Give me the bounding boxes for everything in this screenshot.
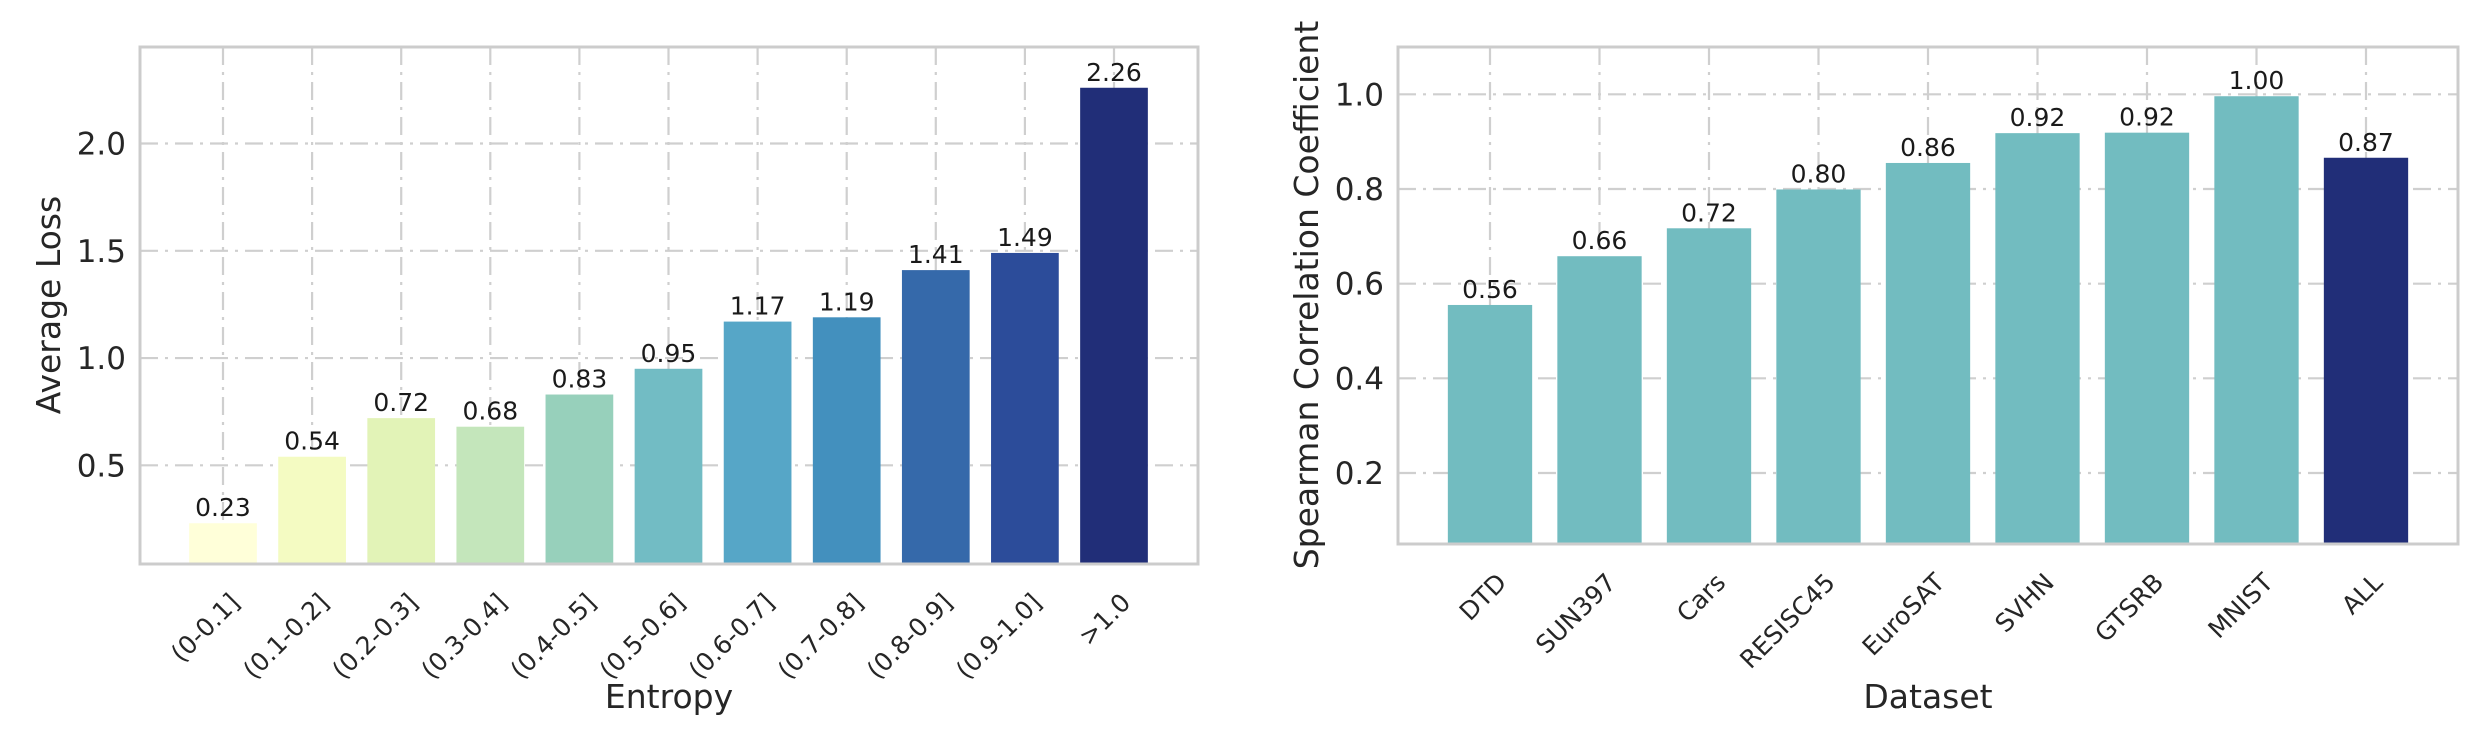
- right-x-tick-label: Cars: [1671, 568, 1731, 628]
- left-bar-value-label: 0.23: [195, 493, 251, 522]
- right-x-tick-label: SVHN: [1989, 568, 2059, 638]
- left-bar-value-label: 0.72: [373, 388, 429, 417]
- left-bar: [367, 418, 436, 564]
- left-y-tick-labels: 0.5 1.0 1.5 2.0: [77, 127, 126, 485]
- left-bar-value-label: 0.68: [462, 397, 518, 426]
- right-bar: [2214, 96, 2299, 544]
- left-x-tick-label: (0.9-1.0]: [950, 588, 1047, 685]
- right-y-tick-label: 0.8: [1335, 172, 1384, 208]
- left-bar: [456, 426, 525, 564]
- left-bar: [991, 252, 1059, 565]
- right-y-tick-label: 1.0: [1335, 77, 1384, 113]
- left-y-tick-label: 0.5: [77, 448, 126, 484]
- left-x-tick-label: (0.4-0.5]: [505, 588, 602, 685]
- right-y-tick-labels: 0.2 0.4 0.6 0.8 1.0: [1335, 77, 1384, 492]
- left-x-tick-label: (0.2-0.3]: [327, 588, 424, 685]
- left-x-tick-label: (0.3-0.4]: [416, 588, 513, 685]
- entropy-loss-chart: 0.23 0.54 0.72 0.68 0.83 0.95 1.17 1.19 1.41 1.49…: [29, 45, 1200, 716]
- right-bar: [1447, 304, 1533, 544]
- left-x-tick-label: (0.6-0.7]: [683, 588, 780, 685]
- right-plot-frame: [1396, 45, 2460, 546]
- left-y-tick-label: 2.0: [77, 127, 126, 163]
- left-y-axis-label: Average Loss: [29, 196, 68, 414]
- right-y-axis-label: Spearman Correlation Coefficient: [1287, 21, 1326, 570]
- left-bar-value-label: 2.26: [1086, 58, 1142, 87]
- left-bar-value-label: 1.17: [730, 292, 786, 321]
- right-bar-value-label: 0.92: [2010, 103, 2066, 132]
- right-bar: [1776, 189, 1861, 544]
- left-bar-value-label: 0.83: [552, 365, 608, 394]
- left-x-axis-label: Entropy: [605, 677, 733, 716]
- right-y-tick-label: 0.4: [1335, 361, 1384, 397]
- left-plot-frame: [138, 45, 1200, 566]
- right-bar-value-label: 0.86: [1900, 133, 1956, 162]
- left-y-tick-label: 1.5: [77, 234, 126, 270]
- left-x-tick-label: (0.8-0.9]: [861, 588, 958, 685]
- right-x-tick-label: GTSRB: [2089, 568, 2169, 648]
- right-x-tick-labels: DTD SUN397 Cars RESISC45 EuroSAT SVHN GTSRB MNI…: [1454, 567, 2389, 674]
- left-bar-value-label: 1.19: [819, 287, 875, 316]
- right-bar-value-label: 1.00: [2229, 66, 2285, 95]
- right-y-tick-label: 0.6: [1335, 267, 1384, 303]
- left-x-tick-labels: (0-0.1](0.1-0.2](0.2-0.3](0.3-0.4](0.4-0…: [165, 588, 1136, 685]
- right-x-tick-label: RESISC45: [1734, 568, 1840, 674]
- left-bar-value-label: 1.41: [908, 240, 964, 269]
- left-x-tick-label: (0.1-0.2]: [237, 588, 334, 685]
- left-x-tick-label: (0.7-0.8]: [772, 588, 869, 685]
- right-x-tick-label: DTD: [1454, 568, 1513, 627]
- right-bar-value-label: 0.66: [1572, 226, 1628, 255]
- right-bar: [1885, 162, 1971, 544]
- left-bar: [723, 321, 792, 564]
- left-value-labels: 0.23 0.54 0.72 0.68 0.83 0.95 1.17 1.19 1.41 1.49…: [195, 58, 1142, 522]
- right-bars: [1447, 96, 2409, 544]
- right-bar: [2323, 157, 2409, 544]
- right-bar-value-label: 0.92: [2119, 103, 2175, 132]
- right-bar-value-label: 0.87: [2338, 128, 2394, 157]
- right-bar-value-label: 0.56: [1462, 275, 1518, 304]
- left-bar: [901, 270, 970, 564]
- right-value-labels: 0.56 0.66 0.72 0.80 0.86 0.92 0.92 1.00 0.87: [1462, 66, 2394, 304]
- left-bar: [812, 317, 881, 564]
- right-x-axis-label: Dataset: [1863, 677, 1992, 716]
- right-y-tick-label: 0.2: [1335, 456, 1384, 492]
- left-y-tick-label: 1.0: [77, 341, 126, 377]
- right-bar: [1995, 133, 2080, 544]
- left-bar: [189, 523, 257, 564]
- right-bar: [2104, 132, 2190, 544]
- left-bar: [1080, 87, 1148, 564]
- left-bar-value-label: 0.95: [641, 339, 697, 368]
- left-x-tick-label: (0-0.1]: [165, 588, 245, 668]
- left-bar-value-label: 0.54: [284, 427, 340, 456]
- left-x-tick-label: >1.0: [1073, 588, 1136, 651]
- right-x-tick-label: ALL: [2336, 568, 2388, 620]
- spearman-correlation-chart: 0.56 0.66 0.72 0.80 0.86 0.92 0.92 1.00 0.87 0.2…: [1287, 21, 2460, 716]
- right-bar: [1557, 256, 1642, 544]
- left-bar: [278, 456, 346, 564]
- right-bar-value-label: 0.72: [1681, 198, 1737, 227]
- left-x-tick-label: (0.5-0.6]: [594, 588, 691, 685]
- right-x-tick-label: MNIST: [2203, 567, 2280, 644]
- right-bar: [1666, 228, 1752, 544]
- left-bar-value-label: 1.49: [997, 223, 1053, 252]
- right-x-tick-label: EuroSAT: [1857, 567, 1951, 661]
- left-bar: [545, 394, 614, 564]
- right-bar-value-label: 0.80: [1791, 159, 1847, 188]
- left-bar: [634, 368, 703, 564]
- left-bars: [189, 87, 1148, 565]
- right-x-tick-label: SUN397: [1530, 568, 1622, 660]
